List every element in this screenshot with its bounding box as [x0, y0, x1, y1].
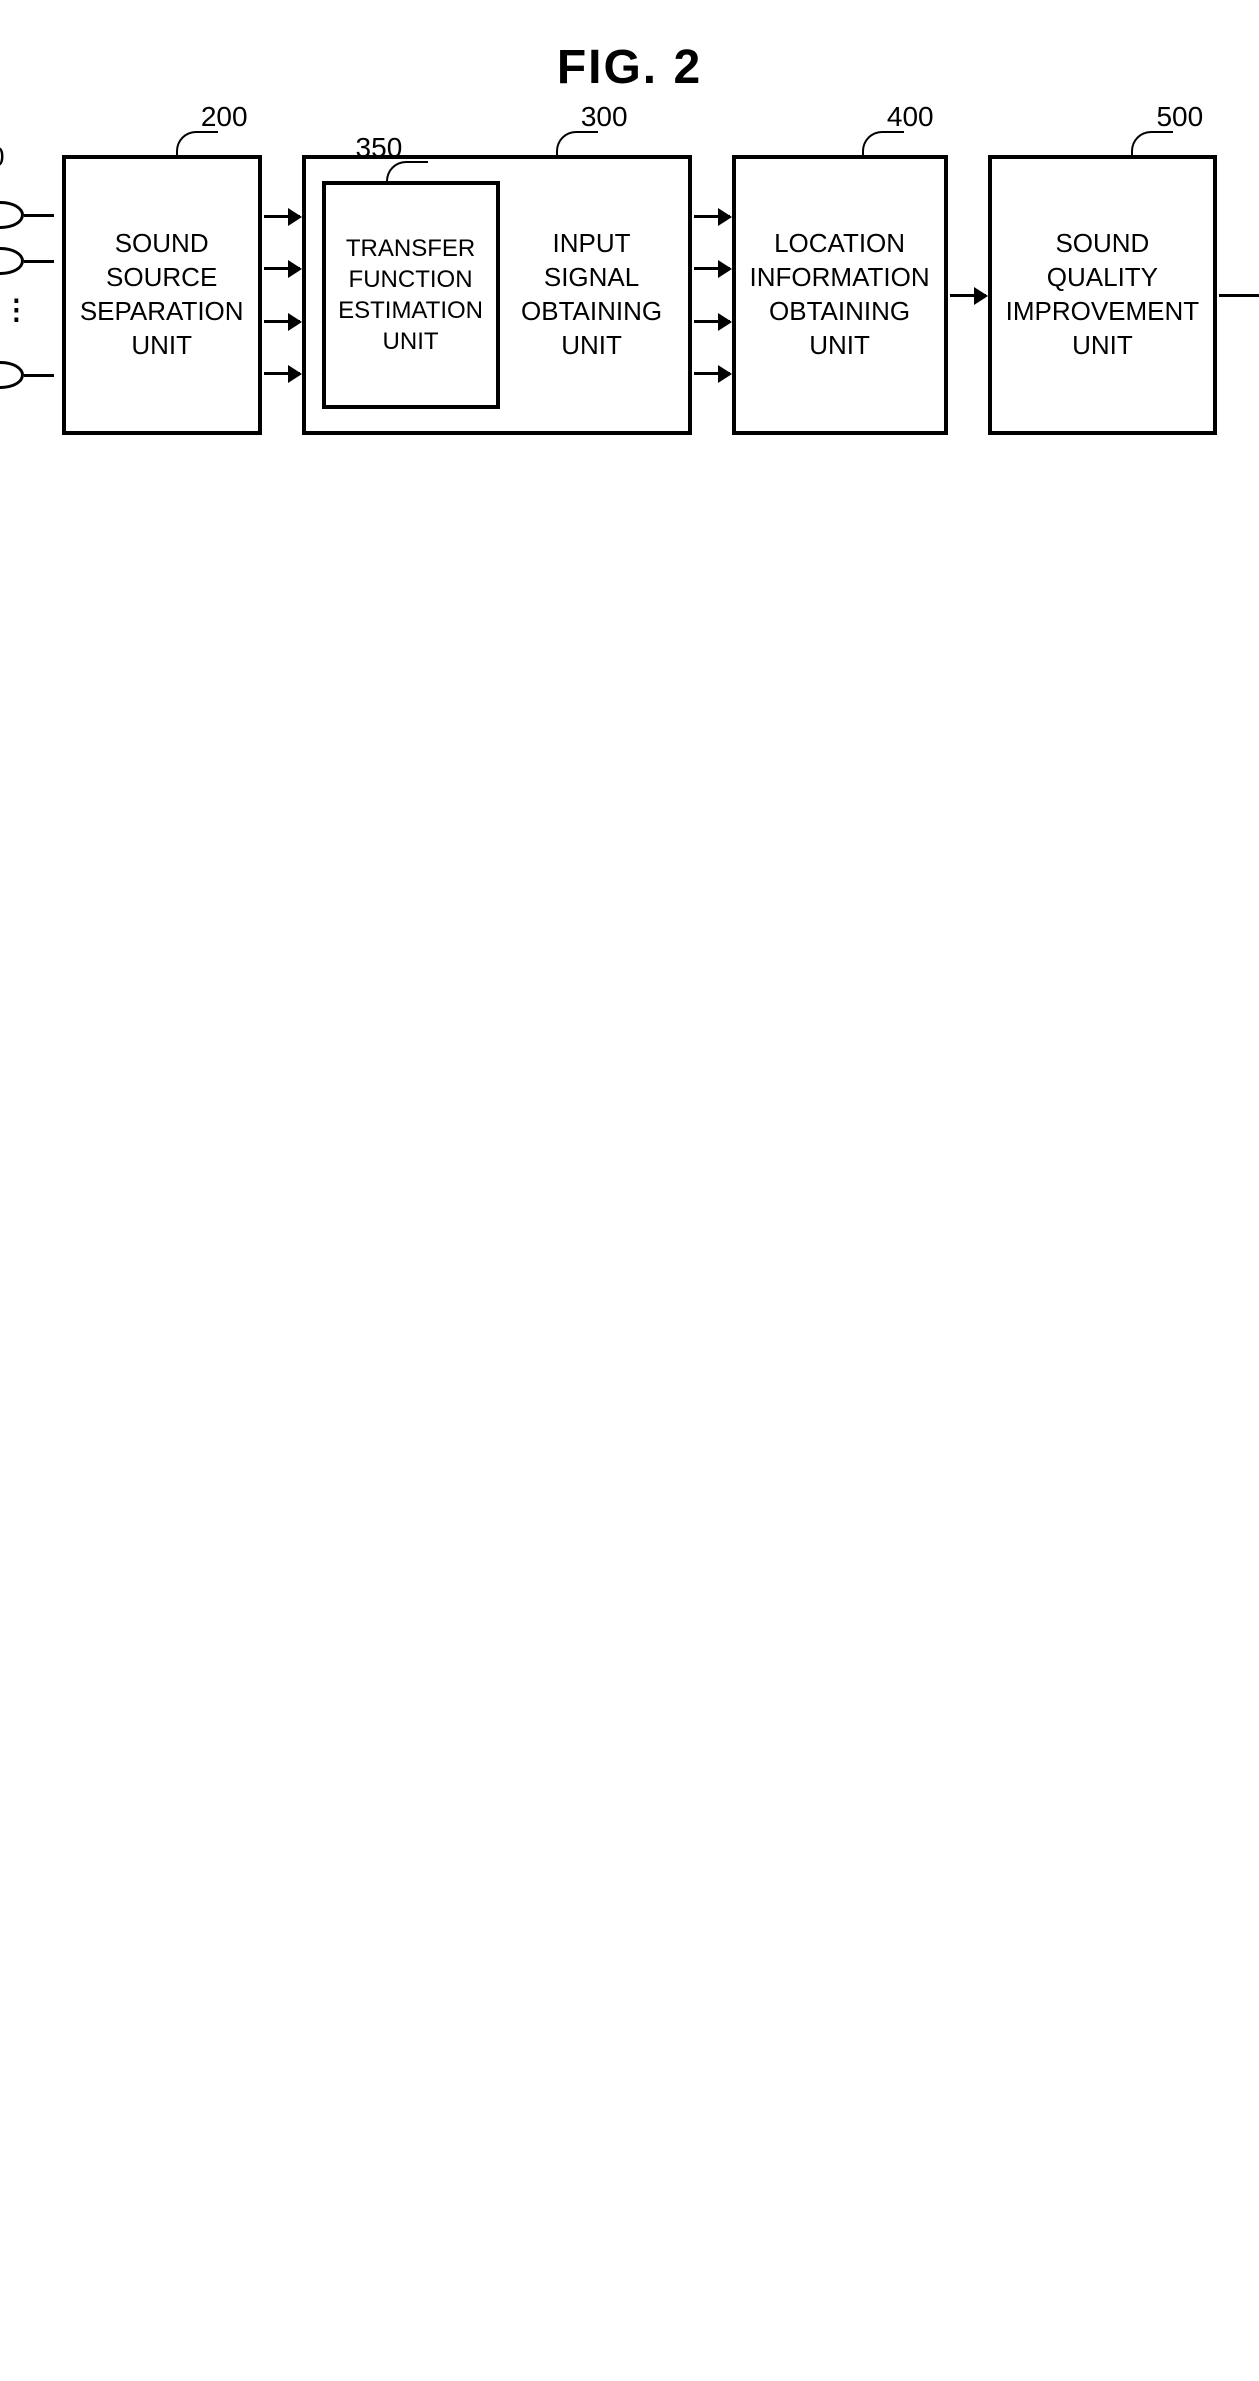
ref-label-400: 400 [887, 99, 934, 135]
block-text-line: LOCATION [774, 227, 905, 261]
block-text-line: TRANSFER [346, 233, 475, 264]
block-text-line: UNIT [383, 326, 439, 357]
ref-label-350: 350 [356, 130, 403, 166]
block-text-line: INPUT [553, 228, 631, 258]
block-text-line: ESTIMATION [338, 295, 483, 326]
transfer-function-estimation-unit-block: 350 TRANSFER FUNCTION ESTIMATION UNIT [322, 181, 500, 409]
block-text-line: SIGNAL [544, 262, 639, 292]
block-text-line: OBTAINING [521, 296, 662, 326]
block-diagram: 100 ⋮ 200 SOUND SOURCE SEPARATION UNIT 3… [40, 155, 1219, 435]
arrow-icon [694, 215, 730, 218]
ref-label-500: 500 [1156, 99, 1203, 135]
block-text-line: SOUND [1055, 227, 1149, 261]
arrow-400-500 [948, 155, 988, 435]
arrow-icon [264, 215, 300, 218]
block-text-line: IMPROVEMENT [1006, 295, 1200, 329]
arrow-output [1217, 155, 1259, 435]
ellipsis-icon: ⋮ [2, 293, 30, 343]
block-text-line: SOURCE [106, 261, 217, 295]
ref-label-200: 200 [201, 99, 248, 135]
arrow-icon [264, 372, 300, 375]
block-300-text: INPUT SIGNAL OBTAINING UNIT [512, 227, 672, 362]
ref-label-300: 300 [581, 99, 628, 135]
arrow-icon [694, 320, 730, 323]
block-text-line: UNIT [561, 330, 622, 360]
block-text-line: SEPARATION [80, 295, 244, 329]
ref-label-100: 100 [0, 141, 5, 173]
arrow-icon [264, 267, 300, 270]
block-text-line: INFORMATION [750, 261, 930, 295]
arrow-group-300-400 [692, 190, 732, 400]
block-text-line: UNIT [809, 329, 870, 363]
arrow-icon [694, 267, 730, 270]
microphone-icon [0, 201, 54, 229]
microphone-icon [0, 247, 54, 275]
microphone-icon [0, 361, 54, 389]
block-text-line: SOUND [115, 227, 209, 261]
arrow-icon [950, 294, 986, 297]
sound-quality-improvement-unit-block: 500 SOUND QUALITY IMPROVEMENT UNIT [988, 155, 1218, 435]
block-text-line: UNIT [1072, 329, 1133, 363]
block-text-line: FUNCTION [349, 264, 473, 295]
sound-source-separation-unit-block: 200 SOUND SOURCE SEPARATION UNIT [62, 155, 262, 435]
input-signal-obtaining-unit-block: 300 350 TRANSFER FUNCTION ESTIMATION UNI… [302, 155, 692, 435]
microphone-array: 100 ⋮ [0, 201, 54, 389]
location-information-obtaining-unit-block: 400 LOCATION INFORMATION OBTAINING UNIT [732, 155, 948, 435]
block-text-line: QUALITY [1047, 261, 1158, 295]
arrow-icon [264, 320, 300, 323]
block-text-line: OBTAINING [769, 295, 910, 329]
arrow-icon [1219, 294, 1259, 297]
block-text-line: UNIT [131, 329, 192, 363]
arrow-icon [694, 372, 730, 375]
figure-title: FIG. 2 [40, 40, 1219, 95]
arrow-group-200-300 [262, 190, 302, 400]
